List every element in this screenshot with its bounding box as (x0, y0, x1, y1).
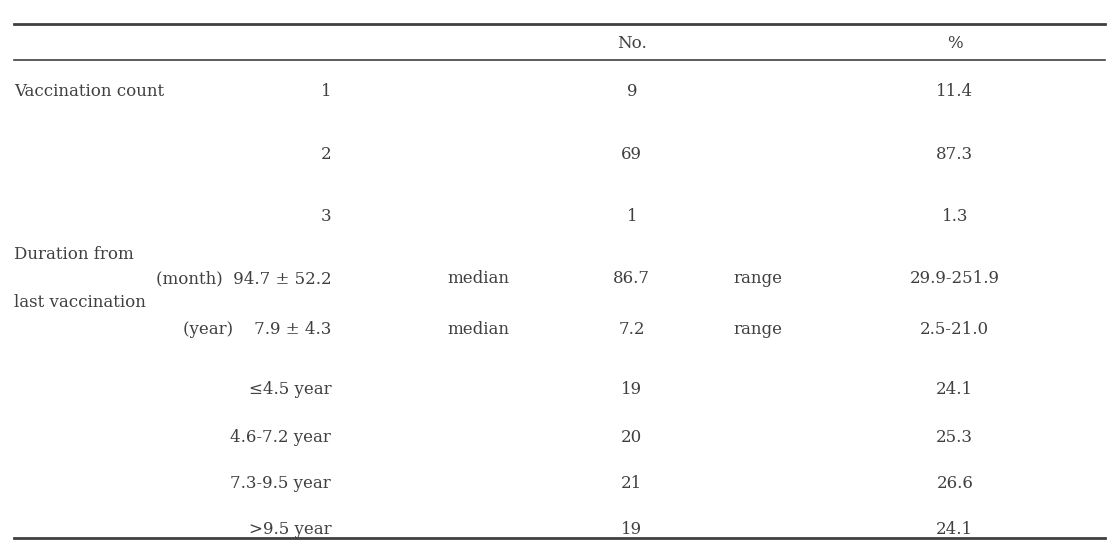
Text: last vaccination: last vaccination (13, 294, 145, 311)
Text: 19: 19 (621, 381, 642, 397)
Text: (year)    7.9 ± 4.3: (year) 7.9 ± 4.3 (182, 321, 331, 338)
Text: 25.3: 25.3 (937, 429, 974, 446)
Text: 26.6: 26.6 (937, 475, 974, 492)
Text: Vaccination count: Vaccination count (13, 84, 164, 100)
Text: No.: No. (617, 35, 647, 52)
Text: 20: 20 (621, 429, 642, 446)
Text: 86.7: 86.7 (613, 270, 650, 287)
Text: 2: 2 (321, 146, 331, 163)
Text: 1: 1 (321, 84, 331, 100)
Text: 21: 21 (621, 475, 642, 492)
Text: 11.4: 11.4 (937, 84, 974, 100)
Text: 2.5-21.0: 2.5-21.0 (920, 321, 989, 338)
Text: 1: 1 (627, 208, 637, 225)
Text: >9.5 year: >9.5 year (248, 521, 331, 538)
Text: ≤4.5 year: ≤4.5 year (248, 381, 331, 397)
Text: 19: 19 (621, 521, 642, 538)
Text: 1.3: 1.3 (941, 208, 968, 225)
Text: 69: 69 (621, 146, 642, 163)
Text: median: median (448, 270, 509, 287)
Text: 7.2: 7.2 (619, 321, 646, 338)
Text: %: % (947, 35, 962, 52)
Text: (month)  94.7 ± 52.2: (month) 94.7 ± 52.2 (156, 270, 331, 287)
Text: 24.1: 24.1 (937, 381, 974, 397)
Text: 24.1: 24.1 (937, 521, 974, 538)
Text: 3: 3 (321, 208, 331, 225)
Text: 7.3-9.5 year: 7.3-9.5 year (231, 475, 331, 492)
Text: 29.9-251.9: 29.9-251.9 (910, 270, 999, 287)
Text: 4.6-7.2 year: 4.6-7.2 year (231, 429, 331, 446)
Text: 9: 9 (627, 84, 637, 100)
Text: range: range (733, 270, 782, 287)
Text: 87.3: 87.3 (937, 146, 974, 163)
Text: range: range (733, 321, 782, 338)
Text: Duration from: Duration from (13, 246, 133, 263)
Text: median: median (448, 321, 509, 338)
